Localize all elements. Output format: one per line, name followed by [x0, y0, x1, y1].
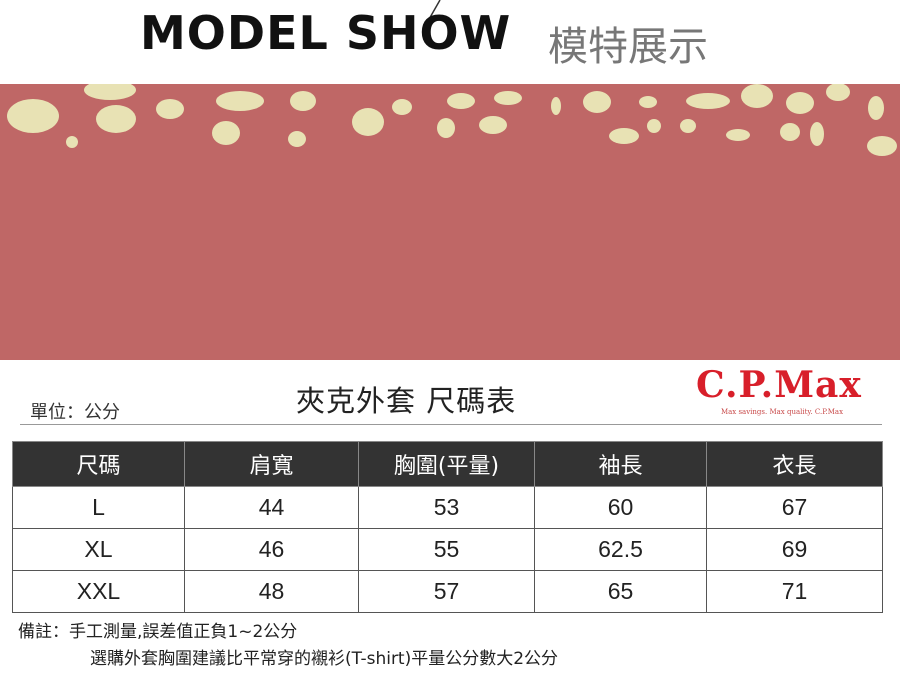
divider	[20, 424, 882, 425]
brand-logo: C.P.Max Max savings. Max quality. C.P.Ma…	[690, 364, 880, 424]
notes-row-1: 備註：手工測量,誤差值正負1~2公分	[18, 619, 558, 646]
size-cell: XL	[12, 528, 185, 571]
slash-decoration	[423, 0, 441, 29]
size-table: 尺碼 肩寬 胸圍(平量) 袖長 衣長 L 44 53 60 67 XL 46 5…	[12, 441, 883, 613]
column-header: 衣長	[706, 441, 883, 487]
table-cell: 44	[184, 486, 359, 529]
table-cell: 65	[534, 570, 707, 613]
notes: 備註：手工測量,誤差值正負1~2公分 選購外套胸圍建議比平常穿的襯衫(T-shi…	[18, 619, 558, 673]
brand-tagline: Max savings. Max quality. C.P.Max	[720, 408, 844, 416]
column-header: 肩寬	[184, 441, 359, 487]
table-row: XXL 48 57 65 71	[12, 570, 883, 613]
table-cell: 48	[184, 570, 359, 613]
table-cell: 53	[358, 486, 535, 529]
table-cell: 55	[358, 528, 535, 571]
model-banner	[0, 84, 900, 360]
table-cell: 62.5	[534, 528, 707, 571]
table-cell: 60	[534, 486, 707, 529]
table-cell: 57	[358, 570, 535, 613]
polka-dot-pattern	[7, 84, 897, 156]
column-header: 袖長	[534, 441, 707, 487]
table-row: XL 46 55 62.5 69	[12, 528, 883, 571]
header: MODEL SHOW 模特展示	[0, 0, 900, 84]
column-header: 尺碼	[12, 441, 185, 487]
table-row: L 44 53 60 67	[12, 486, 883, 529]
table-cell: 67	[706, 486, 883, 529]
notes-label: 備註：	[18, 622, 69, 642]
page-title: MODEL SHOW	[140, 6, 512, 60]
unit-label: 單位：公分	[30, 402, 120, 423]
table-cell: 69	[706, 528, 883, 571]
notes-line-1: 手工測量,誤差值正負1~2公分	[69, 622, 298, 642]
table-header-row: 尺碼 肩寬 胸圍(平量) 袖長 衣長	[12, 441, 883, 487]
table-cell: 46	[184, 528, 359, 571]
size-cell: XXL	[12, 570, 185, 613]
table-cell: 71	[706, 570, 883, 613]
column-header: 胸圍(平量)	[358, 441, 535, 487]
page-subtitle: 模特展示	[548, 24, 708, 70]
size-cell: L	[12, 486, 185, 529]
size-chart-title: 夾克外套 尺碼表	[296, 384, 517, 418]
brand-name: C.P.Max	[696, 364, 862, 406]
notes-line-2: 選購外套胸圍建議比平常穿的襯衫(T-shirt)平量公分數大2公分	[90, 649, 559, 669]
